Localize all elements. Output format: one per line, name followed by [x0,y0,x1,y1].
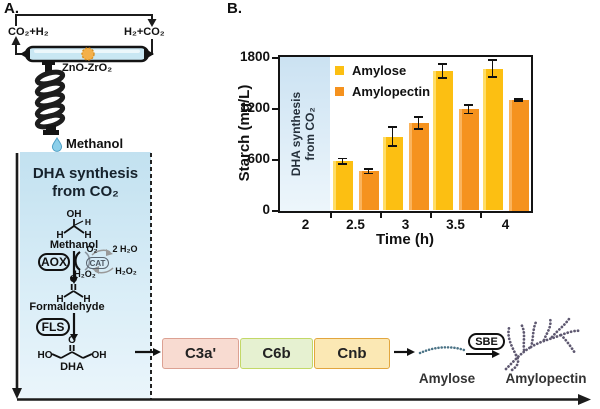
amylopectin-swatch-icon [335,87,344,96]
panel-b-label: B. [227,0,242,17]
x-tick-label: 3.5 [446,217,465,232]
pathway-title-line1: DHA synthesis [32,165,139,182]
gas-out-label: CO₂+H₂ [8,26,49,38]
bar-amylose-3 [382,136,403,211]
errorbar-amylopectin-3.5 [464,104,473,115]
errorbar-amylopectin-4 [514,98,523,102]
chart-legend: Amylose Amylopectin [335,63,430,105]
gas-in-label: H₂+CO₂ [124,26,165,38]
dha-to-genes-arrowhead-icon [153,348,161,356]
errorbar-part [441,63,444,79]
errorbar-amylose-3 [388,126,397,147]
errorbar-part [338,163,347,165]
dha-synthesis-region: DHA synthesis from CO₂ [280,57,330,211]
x-tick-mark [329,213,332,218]
legend-amylopectin-label: Amylopectin [352,84,431,99]
catalyst-ball-icon [81,47,95,61]
amylose-product-label: Amylose [418,371,476,386]
errorbar-part [488,76,497,78]
y-axis-title: Starch (mg/L) [236,84,253,182]
bar-amylopectin-3 [408,122,429,211]
cat-enzyme-pill: CAT [86,257,109,269]
x-tick-label: 3 [401,217,410,232]
genes-to-amylose-arrowhead-icon [407,348,415,356]
y-tick-mark [272,209,278,212]
y-tick-label: 0 [262,202,270,217]
tube-left-tip [20,48,30,60]
pathway-title: DHA synthesis from CO₂ [20,165,151,200]
y-tick-label: 1200 [239,100,270,115]
x-axis-title: Time (h) [375,231,435,248]
errorbar-part [438,77,447,79]
amylopectin-branches-icon [504,316,583,372]
catalyst-label: ZnO-ZrO₂ [62,62,113,74]
sbe-arrowhead-icon [492,350,500,358]
gene-box-c3a: C3a' [162,338,239,369]
errorbar-amylose-2.5 [338,157,347,165]
amylose-swatch-icon [335,66,344,75]
errorbar-part [367,168,370,175]
bar-amylopectin-3.5 [458,109,479,211]
errorbar-amylopectin-3 [414,116,423,130]
y-tick-mark [272,107,278,110]
errorbar-amylose-4 [488,59,497,78]
amylopectin-product-label: Amylopectin [505,371,587,386]
errorbar-part [414,128,423,130]
bar-amylose-3.5 [432,71,453,211]
amylose-chain-icon [418,346,466,355]
pathway-title-line2: from CO₂ [52,182,119,200]
x-tick-mark [429,213,432,218]
y-tick-label: 1800 [239,49,270,64]
errorbar-part [388,145,397,147]
sbe-enzyme-pill: SBE [468,333,505,350]
aox-enzyme-box: AOX [38,253,70,271]
errorbar-part [514,100,523,102]
legend-entry-amylopectin: Amylopectin [335,84,430,99]
legend-amylose-label: Amylose [352,63,407,78]
x-tick-label: 4 [501,217,510,232]
x-tick-label: 2.5 [346,217,365,232]
legend-entry-amylose: Amylose [335,63,430,78]
dha-synthesis-region-label: DHA synthesis from CO₂ [289,60,320,208]
region-label-line2: from CO₂ [302,107,317,161]
droplet-icon [51,137,63,152]
x-tick-mark [379,213,382,218]
tube-right-tip [144,48,154,60]
errorbar-part [491,59,494,78]
errorbar-amylopectin-2.5 [364,168,373,175]
bar-amylopectin-4 [508,100,529,211]
region-label-line1: DHA synthesis [289,91,303,177]
errorbar-part [464,112,473,115]
errorbar-amylose-3.5 [438,63,447,79]
bar-amylose-4 [482,68,503,211]
errorbar-part [517,98,520,102]
bottom-flow-arrowhead-icon [578,394,591,405]
panel-a-label: A. [4,0,19,17]
bar-amylose-2.5 [332,161,353,211]
y-tick-mark [272,56,278,59]
errorbar-part [467,104,470,115]
gene-box-c6b: C6b [240,338,313,369]
y-tick-mark [272,158,278,161]
reactor-tube [20,45,154,63]
x-tick-label: 2 [301,217,310,232]
condenser-coil [34,60,66,135]
errorbar-part [391,126,394,147]
gene-box-cnb: Cnb [314,338,390,369]
bar-amylopectin-2.5 [358,171,379,211]
errorbar-part [341,157,344,165]
fls-enzyme-box: FLS [36,318,70,336]
condensate-label: Methanol [66,136,124,151]
errorbar-part [417,116,420,130]
y-tick-label: 600 [247,151,270,166]
errorbar-part [364,172,373,175]
x-tick-mark [479,213,482,218]
dha-synthesis-panel: DHA synthesis from CO₂ [20,152,151,399]
